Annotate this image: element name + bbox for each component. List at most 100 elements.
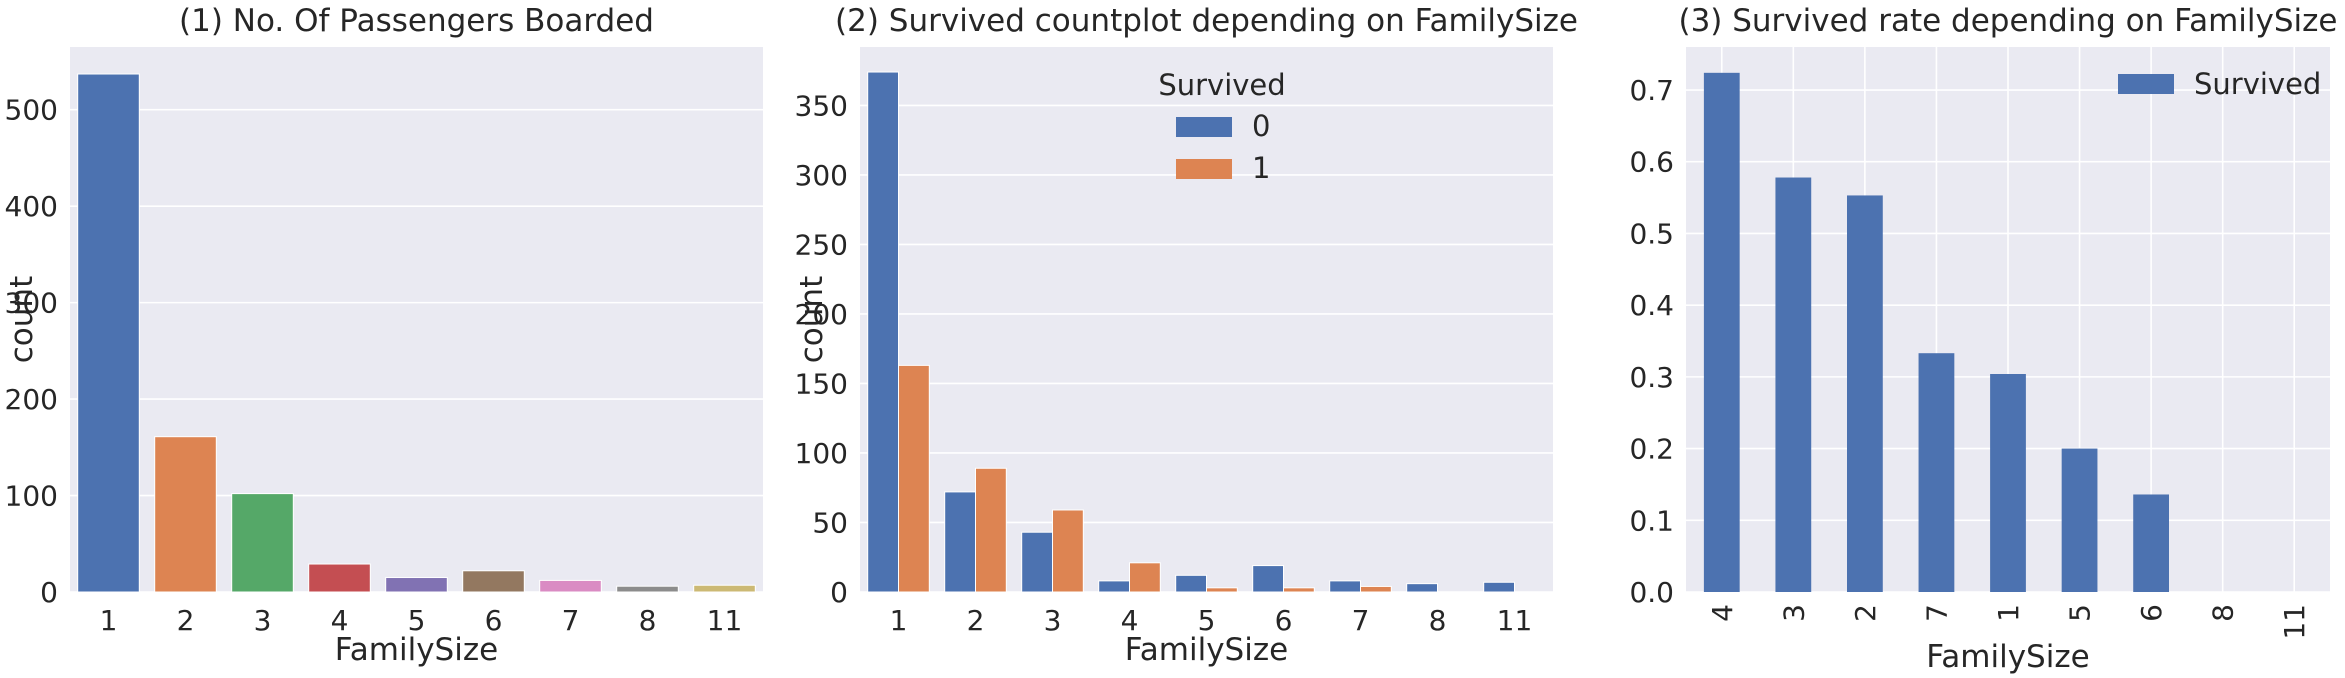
chart-title: (1) No. Of Passengers Boarded bbox=[179, 3, 654, 39]
bar-survived-1 bbox=[1129, 562, 1161, 593]
y-tick-label: 300 bbox=[795, 159, 848, 192]
x-tick-label: 5 bbox=[408, 604, 426, 637]
x-tick-label: 4 bbox=[1706, 604, 1739, 622]
x-tick-label: 5 bbox=[2064, 604, 2097, 622]
bar-survived-1 bbox=[1283, 587, 1315, 593]
bar bbox=[693, 584, 756, 593]
legend-swatch bbox=[2118, 74, 2174, 94]
bar bbox=[231, 493, 294, 593]
x-tick-label: 8 bbox=[1429, 604, 1447, 637]
y-tick-label: 300 bbox=[5, 287, 58, 320]
y-tick-label: 0.0 bbox=[1629, 576, 1674, 609]
bar bbox=[616, 585, 679, 593]
x-tick-label: 3 bbox=[254, 604, 272, 637]
bar-survived-0 bbox=[1483, 581, 1515, 593]
bar-survived-1 bbox=[898, 364, 930, 593]
bar-survived-1 bbox=[1360, 585, 1392, 593]
y-tick-label: 100 bbox=[5, 480, 58, 513]
x-tick-label: 3 bbox=[1044, 604, 1062, 637]
bar bbox=[385, 577, 448, 593]
legend-swatch-1 bbox=[1176, 159, 1232, 179]
x-axis-label: FamilySize bbox=[1926, 639, 2089, 675]
x-tick-label: 8 bbox=[639, 604, 657, 637]
y-tick-label: 350 bbox=[795, 89, 848, 122]
legend-label: Survived bbox=[2194, 67, 2321, 101]
y-axis-label: count bbox=[794, 276, 830, 363]
y-tick-label: 0 bbox=[830, 576, 848, 609]
chart-panel-3: 0.0 0.1 0.2 0.3 0.4 0.5 0.6 0.7 4 3 2 7 1 5 6 8 11 (3) Su… bbox=[1629, 3, 2337, 675]
y-tick-label: 150 bbox=[795, 367, 848, 400]
bar bbox=[462, 570, 525, 593]
x-tick-label: 1 bbox=[890, 604, 908, 637]
bar bbox=[1703, 72, 1740, 592]
y-tick-label: 0.7 bbox=[1629, 74, 1674, 107]
bar bbox=[154, 436, 217, 593]
y-tick-label: 100 bbox=[795, 437, 848, 470]
y-axis-label: count bbox=[4, 276, 40, 363]
legend: Survived 0 1 bbox=[1158, 68, 1285, 185]
x-tick-label: 7 bbox=[562, 604, 580, 637]
y-tick-label: 0 bbox=[40, 576, 58, 609]
bar-survived-0 bbox=[867, 71, 900, 593]
y-tick-label: 0.5 bbox=[1629, 217, 1674, 250]
y-tick-label: 0.1 bbox=[1629, 504, 1674, 537]
chart-title: (3) Survived rate depending on FamilySiz… bbox=[1678, 3, 2337, 39]
bar-survived-0 bbox=[1406, 583, 1438, 593]
legend-label: 1 bbox=[1252, 151, 1270, 185]
y-tick-label: 400 bbox=[5, 190, 58, 223]
chart-panel-1: 0 100 200 300 400 500 1 2 3 4 5 6 7 8 11 (1) No. Of Pas… bbox=[4, 3, 763, 668]
y-tick-label: 250 bbox=[795, 228, 848, 261]
x-tick-label: 11 bbox=[707, 604, 743, 637]
y-tick-label: 0.3 bbox=[1629, 361, 1674, 394]
x-tick-label: 4 bbox=[331, 604, 349, 637]
x-tick-label: 2 bbox=[177, 604, 195, 637]
x-tick-label: 2 bbox=[967, 604, 985, 637]
bar bbox=[2061, 448, 2098, 592]
chart-panel-2: 0 50 100 150 200 250 300 350 1 2 3 4 5 6 7 8 11 (2) Survi… bbox=[794, 3, 1578, 668]
x-axis-label: FamilySize bbox=[1125, 632, 1288, 668]
chart-title: (2) Survived countplot depending on Fami… bbox=[835, 3, 1578, 39]
x-tick-label: 6 bbox=[2135, 604, 2168, 622]
x-tick-label: 11 bbox=[2278, 604, 2311, 640]
bar bbox=[2133, 494, 2169, 592]
x-tick-label: 7 bbox=[1352, 604, 1370, 637]
x-axis-label: FamilySize bbox=[335, 632, 498, 668]
y-tick-label: 0.6 bbox=[1629, 146, 1674, 179]
bar-survived-0 bbox=[1098, 580, 1130, 593]
bar-survived-0 bbox=[1021, 531, 1054, 593]
y-tick-label: 200 bbox=[795, 298, 848, 331]
legend-title: Survived bbox=[1158, 68, 1285, 102]
legend-swatch-0 bbox=[1176, 117, 1232, 137]
x-tick-label: 8 bbox=[2207, 604, 2240, 622]
bar bbox=[1990, 374, 2026, 592]
x-tick-label: 1 bbox=[1992, 604, 2025, 622]
x-tick-label: 2 bbox=[1849, 604, 1882, 622]
bar-survived-0 bbox=[1252, 565, 1284, 593]
bar bbox=[308, 563, 371, 593]
bar bbox=[77, 73, 140, 593]
bar-survived-0 bbox=[1175, 574, 1207, 593]
bar-survived-1 bbox=[975, 467, 1007, 593]
y-tick-label: 500 bbox=[5, 94, 58, 127]
y-tick-label: 50 bbox=[812, 506, 848, 539]
bar-survived-1 bbox=[1052, 509, 1084, 593]
legend-label: 0 bbox=[1252, 109, 1270, 143]
y-tick-label: 200 bbox=[5, 383, 58, 416]
x-tick-label: 6 bbox=[485, 604, 503, 637]
legend: Survived bbox=[2118, 67, 2321, 101]
x-tick-label: 6 bbox=[1275, 604, 1293, 637]
bar-survived-1 bbox=[1206, 587, 1238, 593]
bar bbox=[1847, 195, 1883, 592]
x-tick-label: 5 bbox=[1198, 604, 1216, 637]
x-tick-label: 4 bbox=[1121, 604, 1139, 637]
bar bbox=[1918, 353, 1955, 592]
bar-survived-0 bbox=[1329, 580, 1361, 593]
x-tick-label: 11 bbox=[1497, 604, 1533, 637]
x-tick-label: 1 bbox=[100, 604, 118, 637]
x-tick-label: 7 bbox=[1920, 604, 1953, 622]
bar-survived-0 bbox=[944, 491, 977, 593]
bar bbox=[539, 579, 602, 593]
x-tick-label: 3 bbox=[1777, 604, 1810, 622]
bar bbox=[1775, 177, 1812, 592]
